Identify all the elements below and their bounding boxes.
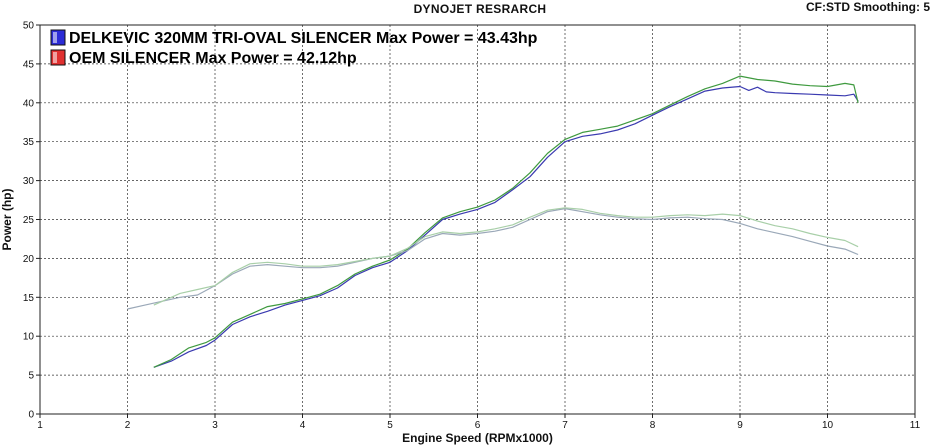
y-tick-label: 5 [28,371,34,382]
y-tick-label: 25 [23,215,35,226]
legend-swatch-highlight [53,52,57,63]
x-tick-label: 7 [562,420,568,431]
y-tick-label: 40 [23,98,35,109]
legend-label: DELKEVIC 320MM TRI-OVAL SILENCER Max Pow… [69,30,538,47]
y-tick-label: 20 [23,254,35,265]
series-group [127,75,859,368]
y-tick-label: 50 [23,21,35,32]
series-line-4 [153,207,859,306]
x-tick-label: 11 [910,420,921,431]
legend: DELKEVIC 320MM TRI-OVAL SILENCER Max Pow… [50,29,538,67]
x-tick-label: 1 [37,420,43,431]
y-tick-label: 10 [23,332,35,343]
y-axis-label: Power (hp) [0,188,14,250]
settings-label: CF:STD Smoothing: 5 [806,0,930,14]
legend-swatch-highlight [53,32,57,43]
x-tick-label: 4 [300,420,306,431]
x-tick-label: 3 [212,420,218,431]
x-axis-label: Engine Speed (RPMx1000) [402,431,553,445]
grid [40,25,915,414]
legend-label: OEM SILENCER Max Power = 42.12hp [69,50,357,67]
chart-title: DYNOJET RESRARCH [413,2,547,16]
x-tick-label: 2 [125,420,131,431]
series-line-1 [153,85,859,368]
x-tick-label: 9 [737,420,743,431]
y-tick-label: 45 [23,59,35,70]
x-tick-label: 6 [475,420,481,431]
x-tick-label: 5 [387,420,393,431]
y-tick-label: 30 [23,176,35,187]
y-tick-label: 0 [28,410,34,421]
series-line-2 [153,75,859,368]
y-tick-label: 15 [23,293,35,304]
series-line-3 [127,208,859,310]
x-tick-label: 8 [650,420,656,431]
y-tick-label: 35 [23,137,35,148]
x-tick-label: 10 [822,420,834,431]
